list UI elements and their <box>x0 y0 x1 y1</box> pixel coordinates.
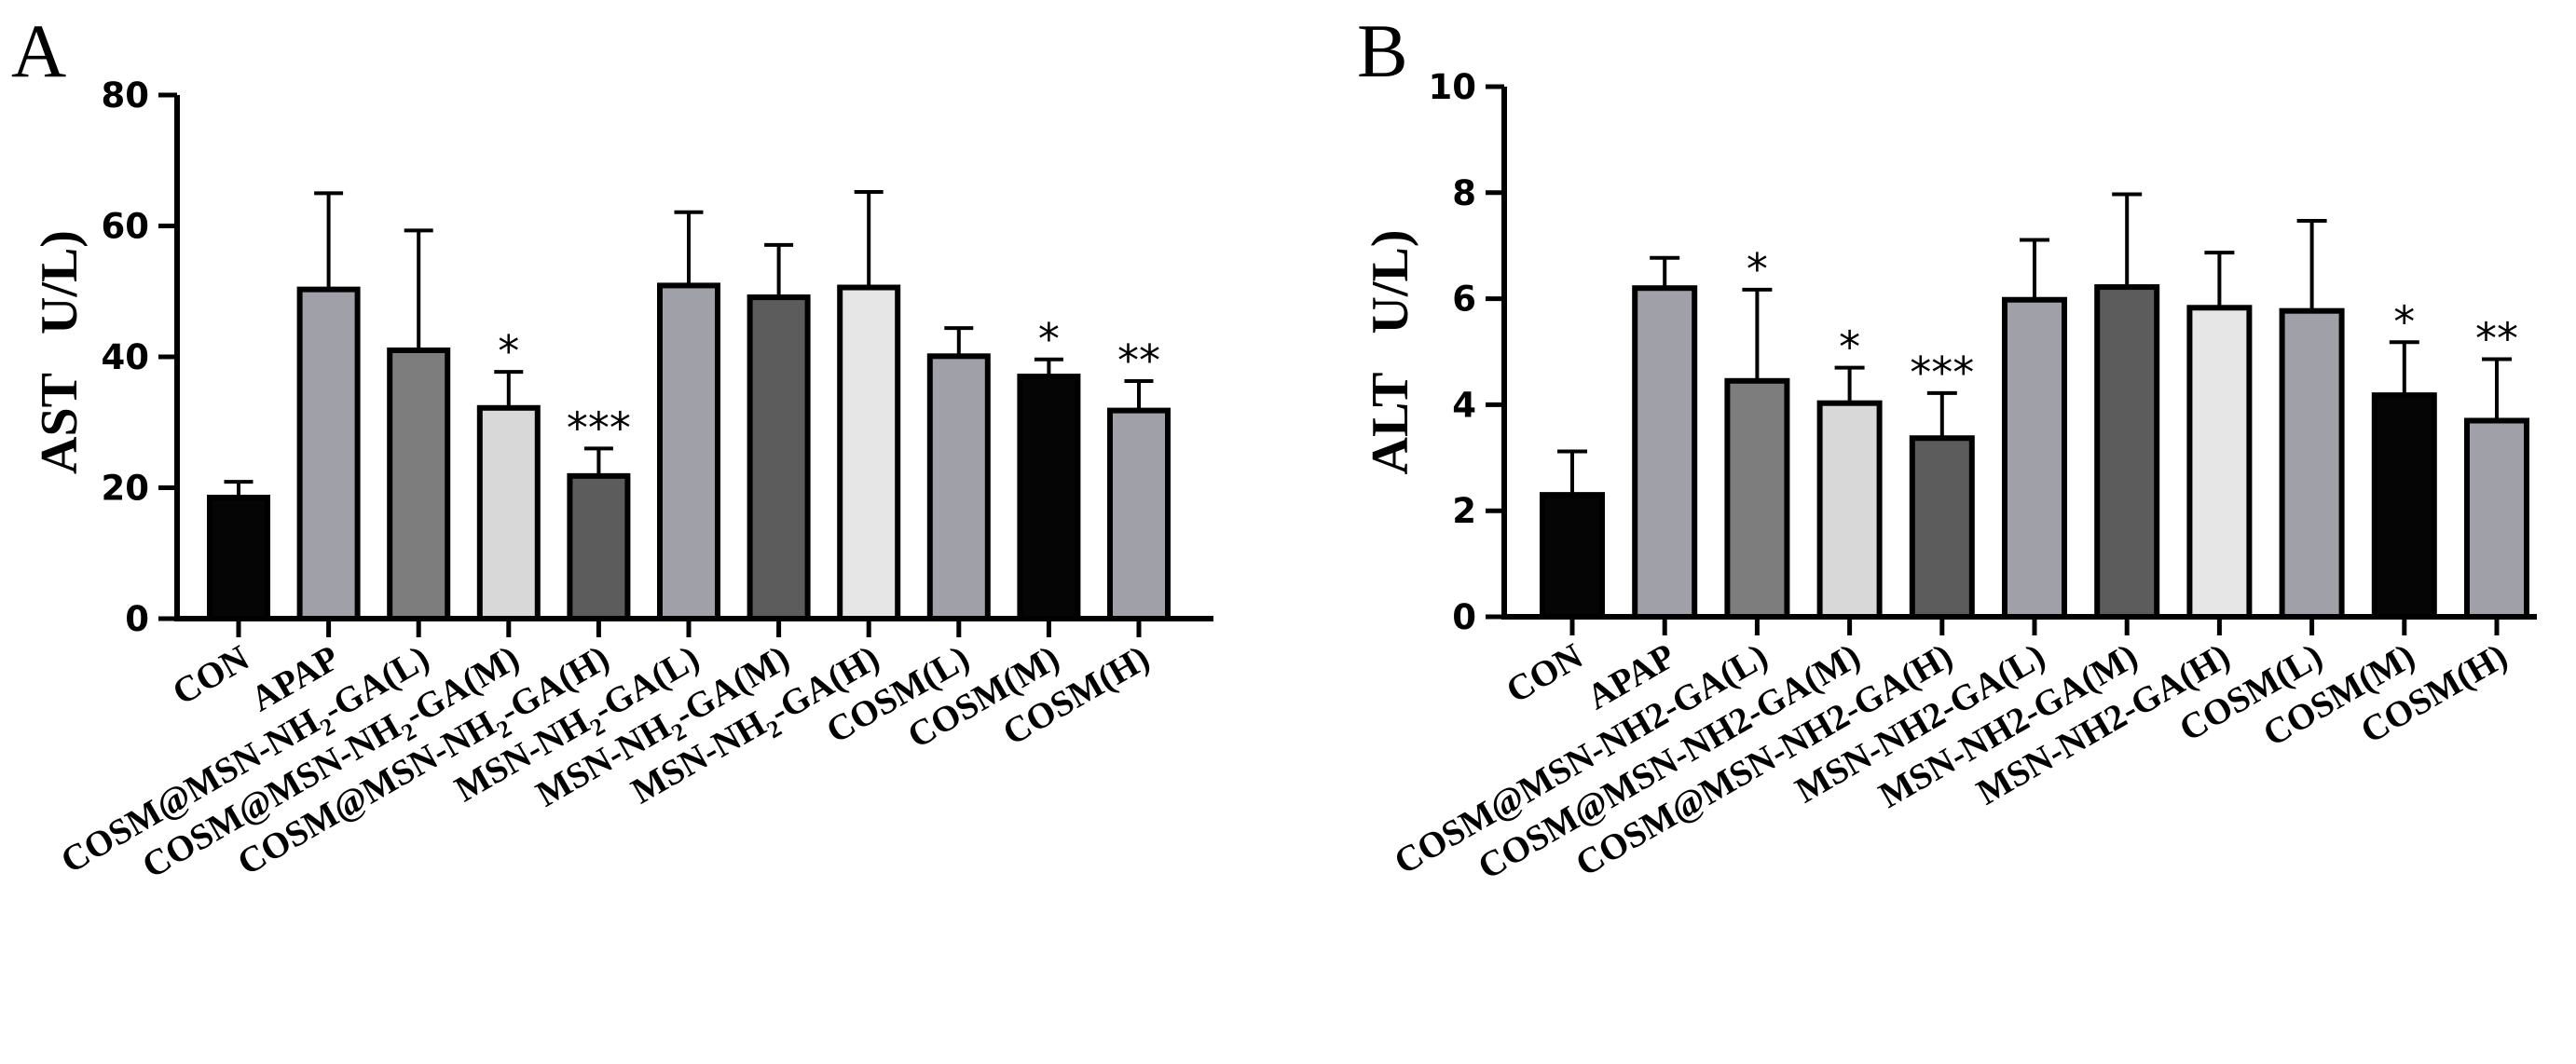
panel-a-significance-label: * <box>498 326 519 376</box>
panel-b-bar <box>2094 284 2160 620</box>
panel-b-bar <box>2002 296 2067 620</box>
panel-a-plot-area: CONAPAPCOSM@MSN-NH2-GA(L)COSM@MSN-NH2-GA… <box>54 75 1213 886</box>
panel-b-letter: B <box>1357 8 1408 93</box>
panel-b-x-tick-label: CON <box>1500 636 1590 712</box>
panel-b-significance-label: ** <box>2475 313 2518 363</box>
panel-b-y-tick-label: 4 <box>1452 385 1476 425</box>
panel-a-bar <box>837 284 901 621</box>
panel-a-bar <box>926 353 991 621</box>
panel-b-y-tick-label: 0 <box>1452 597 1476 637</box>
panel-a-y-axis-label: AST U/L) <box>31 230 89 474</box>
panel-b-chart: B ALT U/L) CONAPAPCOSM@MSN-NH2-GA(L)*COS… <box>1357 8 2537 887</box>
panel-b-bar <box>1540 492 1605 620</box>
panel-b-bar <box>2279 307 2345 620</box>
panel-b-bar <box>1632 285 1698 620</box>
panel-a-bar <box>1107 407 1171 622</box>
panel-b-significance-label: * <box>1839 322 1860 373</box>
panel-a-bar <box>1017 374 1081 621</box>
panel-a-bar <box>747 294 811 621</box>
panel-b-bar <box>2371 392 2437 620</box>
panel-b-bar <box>2464 417 2529 620</box>
panel-b-significance-label: * <box>2393 296 2415 347</box>
panel-a-significance-label: ** <box>1117 335 1160 386</box>
panel-a-y-tick-label: 60 <box>102 207 150 247</box>
panel-b-plot-area: CONAPAPCOSM@MSN-NH2-GA(L)*COSM@MSN-NH2-G… <box>1388 67 2537 887</box>
panel-b-y-axis-label: ALT U/L) <box>1362 230 1419 475</box>
panel-a-bar <box>296 286 361 621</box>
panel-b-y-tick-label: 2 <box>1452 491 1476 531</box>
panel-a-x-tick-label: CON <box>166 638 256 714</box>
panel-a-bar <box>207 495 270 621</box>
panel-a-y-tick-label: 80 <box>102 75 150 116</box>
panel-a-chart: A AST U/L) CONAPAPCOSM@MSN-NH2-GA(L)COSM… <box>11 8 1213 886</box>
panel-a-bar <box>567 472 631 622</box>
panel-b-bar <box>1909 435 1975 621</box>
panel-a-y-tick-label: 0 <box>125 599 149 639</box>
panel-b-y-tick-label: 10 <box>1429 67 1477 107</box>
panel-a-bar <box>387 347 451 621</box>
panel-b-significance-label: *** <box>1910 348 1974 398</box>
panel-a-bar <box>657 282 720 621</box>
panel-b-y-tick-label: 6 <box>1452 280 1476 320</box>
panel-a-y-tick-label: 20 <box>102 469 150 509</box>
panel-b-bar <box>1724 377 1790 621</box>
panel-a-significance-label: * <box>1038 314 1060 364</box>
panel-a-letter: A <box>11 8 66 93</box>
panel-a-y-tick-label: 40 <box>102 337 150 377</box>
panel-b-bar <box>2186 305 2253 620</box>
panel-a-bar <box>476 404 541 622</box>
panel-b-y-tick-label: 8 <box>1452 173 1476 213</box>
panel-b-bar <box>1816 400 1883 620</box>
panel-b-significance-label: * <box>1747 244 1768 294</box>
panel-a-significance-label: *** <box>567 402 631 453</box>
